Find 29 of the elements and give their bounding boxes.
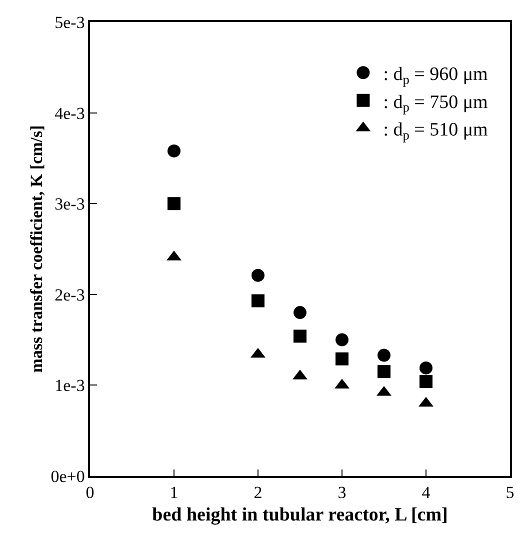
point [252, 268, 264, 282]
legend-label: : d$_{p}$ = 750 μm [383, 92, 488, 115]
point [336, 333, 348, 346]
point [420, 375, 432, 388]
x-tick-label: 5 [506, 483, 514, 502]
y-tick-label: 0e+0 [50, 466, 85, 486]
y-tick-label: 1e-3 [54, 376, 85, 396]
x-axis-title: bed height in tubular reactor, L [cm] [152, 504, 448, 526]
point [420, 361, 432, 374]
y-axis-title: mass transfer coefficient, K [cm/s] [26, 125, 46, 373]
legend-label: : d$_{p}$ = 510 μm [383, 119, 488, 142]
point [168, 197, 180, 210]
legend-label: : d$_{p}$ = 960 μm [383, 64, 488, 88]
x-tick-label: 4 [422, 483, 431, 502]
x-tick-label: 0 [86, 483, 94, 502]
point [336, 352, 348, 366]
point [378, 365, 390, 378]
point [378, 348, 390, 362]
x-tick-label: 3 [338, 483, 346, 502]
y-tick-label: 5e-3 [54, 12, 85, 32]
point [294, 330, 306, 343]
x-tick-label: 1 [170, 483, 178, 502]
point [294, 306, 306, 320]
y-tick-label: 3e-3 [54, 194, 85, 214]
y-tick-label: 4e-3 [54, 104, 85, 123]
point [252, 294, 264, 308]
x-tick-label: 2 [254, 483, 262, 502]
point [168, 144, 180, 158]
y-tick-label: 2e-3 [54, 285, 85, 304]
